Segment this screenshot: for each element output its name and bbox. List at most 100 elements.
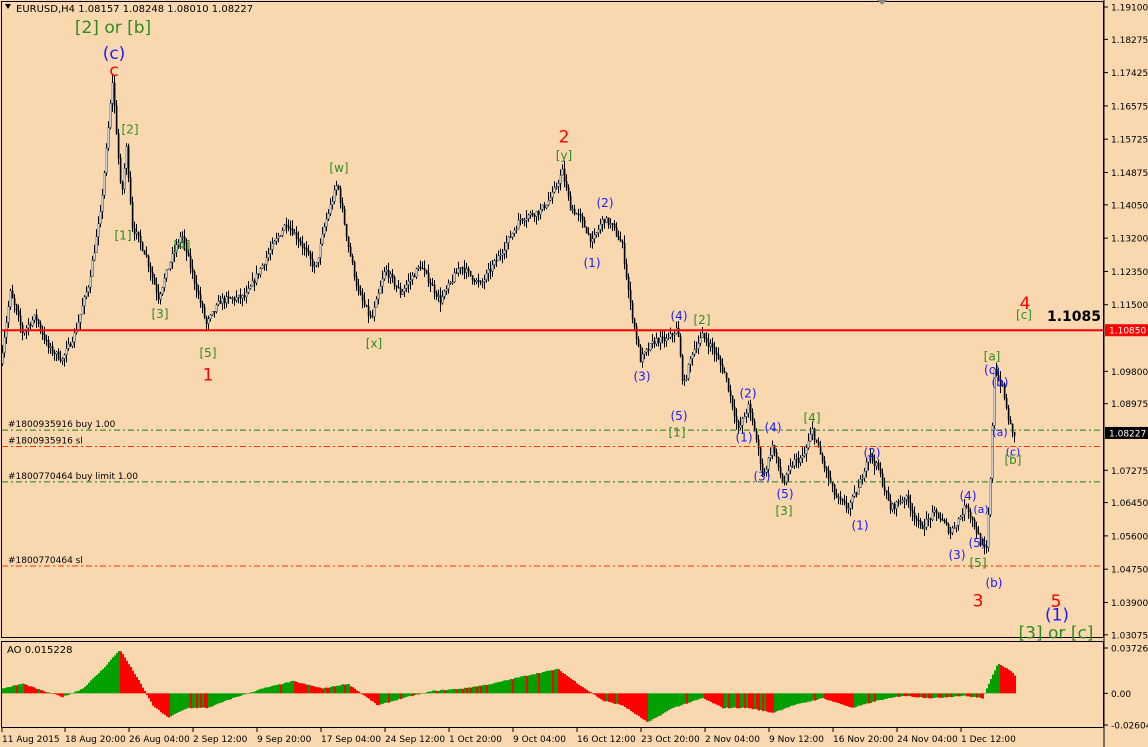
candle-body — [303, 247, 306, 249]
time-axis: 11 Aug 2015 18 Aug 20:00 26 Aug 04:00 2 Sep… — [1, 728, 1016, 745]
candle-body — [617, 236, 620, 240]
candle-body — [851, 496, 854, 503]
ao-bar — [898, 693, 900, 697]
ao-bar — [872, 693, 874, 702]
ao-bar — [802, 693, 804, 703]
ao-bar — [798, 693, 800, 704]
candle-body — [245, 292, 248, 298]
candle-body — [195, 282, 198, 292]
ao-bar — [928, 693, 930, 699]
candle-body — [121, 181, 124, 190]
ao-bar — [134, 674, 136, 694]
candle-body — [395, 285, 398, 288]
wave-label: [w] — [329, 161, 348, 175]
ao-bar — [306, 684, 308, 694]
candle-body — [567, 187, 570, 197]
candle-body — [781, 474, 784, 483]
ao-bar — [878, 693, 880, 701]
resistance-line-group[interactable]: 1.1085 — [2, 309, 1103, 332]
ao-bar — [88, 682, 90, 694]
candle-body — [27, 324, 30, 329]
wave-label: 5 — [1051, 592, 1062, 612]
ao-bar — [864, 693, 866, 705]
candle-body — [17, 310, 20, 317]
symbol-dropdown-icon[interactable] — [5, 4, 11, 9]
candle-body — [929, 518, 932, 520]
candle-body — [571, 208, 574, 211]
ao-bar — [322, 688, 324, 694]
ao-bar — [330, 686, 332, 694]
wave-label: (3) — [754, 470, 771, 484]
candle-body — [61, 358, 64, 362]
price-tick-label: 1.19100 — [1111, 4, 1148, 14]
candle-body — [441, 296, 444, 304]
candle-body — [777, 456, 780, 468]
ao-bar — [246, 693, 248, 694]
candle-body — [741, 417, 744, 426]
candle-body — [271, 243, 274, 250]
candle-body — [923, 527, 926, 529]
ao-bar — [490, 684, 492, 694]
ao-bar — [930, 693, 932, 699]
candle-body — [909, 502, 912, 511]
candle-body — [545, 204, 548, 209]
ao-bar — [1006, 668, 1008, 694]
ao-bar — [332, 686, 334, 694]
ao-bar — [206, 693, 208, 709]
candle-body — [1011, 423, 1014, 433]
ao-bar — [484, 684, 486, 694]
shift-marker-icon[interactable] — [877, 0, 887, 5]
candle-body — [709, 343, 712, 347]
order-lines[interactable]: #1800935916 buy 1.00 #1800935916 sl #18007… — [2, 420, 1103, 567]
candle-body — [465, 268, 468, 274]
wave-label: [2] — [122, 123, 139, 137]
wave-label: [5] — [970, 556, 987, 570]
candle-body — [757, 439, 760, 449]
candle-body — [827, 469, 830, 479]
order-line-label: #1800770464 sl — [8, 556, 83, 566]
ao-bar — [686, 693, 688, 704]
candle-body — [307, 250, 310, 254]
ao-bar — [200, 693, 202, 708]
ao-bar — [628, 693, 630, 710]
ao-bar — [514, 677, 516, 694]
candle-body — [199, 294, 202, 304]
candle-body — [861, 477, 864, 480]
candle-body — [277, 235, 280, 239]
ao-bar — [516, 677, 518, 694]
ao-bar — [480, 685, 482, 694]
order-line-label: #1800770464 buy limit 1.00 — [8, 472, 138, 482]
ao-bar — [956, 693, 958, 697]
ao-bar — [222, 693, 224, 702]
ao-bar — [296, 681, 298, 694]
candle-body — [767, 457, 770, 470]
ao-histogram — [2, 650, 1016, 722]
ao-bar — [168, 693, 170, 718]
candle-body — [361, 294, 364, 301]
candle-body — [943, 519, 946, 523]
ao-bar — [478, 685, 480, 694]
candle-body — [189, 255, 192, 268]
candle-body — [735, 416, 738, 422]
ao-bar — [24, 684, 26, 694]
price-tick-label: 1.11500 — [1111, 301, 1148, 311]
candle-body — [801, 455, 804, 459]
candle-body — [577, 213, 580, 215]
candle-body — [893, 503, 896, 509]
candle-body — [143, 250, 146, 255]
ao-bar — [376, 693, 378, 705]
candle-body — [911, 509, 914, 514]
ao-bar — [474, 686, 476, 694]
time-tick-label: 9 Nov 12:00 — [769, 735, 824, 745]
candle-body — [983, 544, 986, 547]
candle-body — [619, 239, 622, 242]
ao-bar — [1002, 666, 1004, 694]
ao-bar — [236, 693, 238, 697]
ao-bar — [294, 681, 296, 694]
ao-bar — [280, 684, 282, 694]
candle-body — [201, 302, 204, 308]
ao-bar — [970, 693, 972, 698]
wave-label: 2 — [559, 127, 570, 147]
candle-body — [643, 351, 646, 355]
